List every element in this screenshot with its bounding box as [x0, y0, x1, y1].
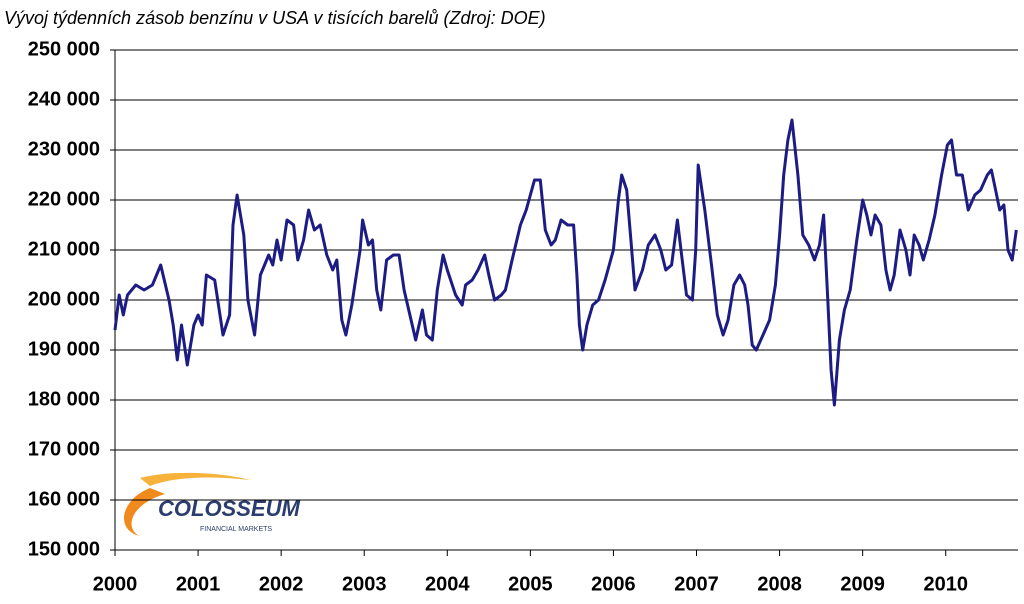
chart-title: Vývoj týdenních zásob benzínu v USA v ti… — [4, 8, 546, 28]
x-tick-label: 2009 — [840, 573, 885, 595]
y-tick-label: 190 000 — [28, 338, 100, 360]
x-tick-label: 2010 — [923, 573, 968, 595]
y-tick-label: 240 000 — [28, 88, 100, 110]
logo: COLOSSEUM FINANCIAL MARKETS — [123, 472, 300, 536]
x-tick-label: 2004 — [425, 573, 470, 595]
x-tick-label: 2005 — [508, 573, 553, 595]
y-tick-label: 220 000 — [28, 188, 100, 210]
x-tick-label: 2003 — [342, 573, 387, 595]
x-tick-label: 2002 — [259, 573, 304, 595]
x-tick-label: 2001 — [176, 573, 221, 595]
y-tick-label: 160 000 — [28, 488, 100, 510]
logo-swoosh — [140, 472, 250, 486]
data-line — [113, 118, 1018, 407]
x-tick-label: 2007 — [674, 573, 719, 595]
y-tick-label: 180 000 — [28, 388, 100, 410]
y-tick-label: 230 000 — [28, 138, 100, 160]
x-tick-label: 2000 — [93, 573, 138, 595]
logo-tagline: FINANCIAL MARKETS — [200, 526, 272, 533]
x-tick-label: 2008 — [757, 573, 802, 595]
y-tick-label: 150 000 — [28, 538, 100, 560]
y-tick-label: 170 000 — [28, 438, 100, 460]
y-tick-label: 200 000 — [28, 288, 100, 310]
y-tick-label: 210 000 — [28, 238, 100, 260]
y-tick-label: 250 000 — [28, 38, 100, 60]
x-tick-label: 2006 — [591, 573, 636, 595]
